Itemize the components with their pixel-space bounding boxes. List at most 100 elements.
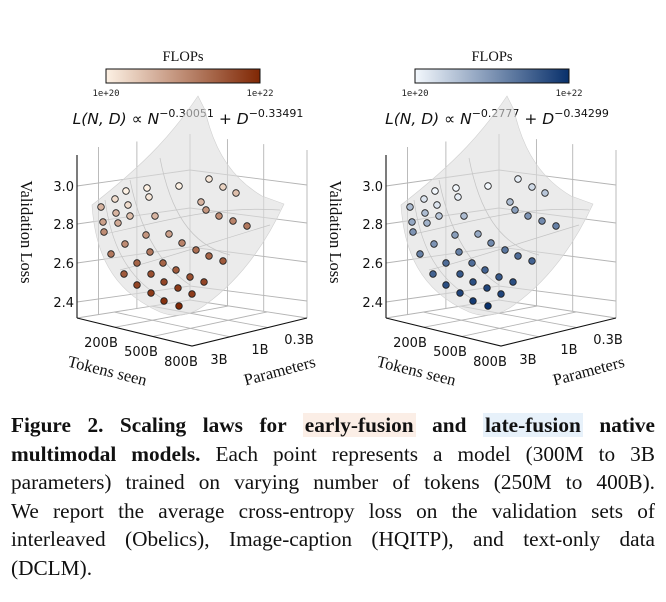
data-point xyxy=(538,217,546,225)
data-point xyxy=(423,219,431,227)
z-tick-label: 2.6 xyxy=(362,257,383,272)
caption-line-4: We report the average cross-entropy loss… xyxy=(11,498,655,523)
data-point xyxy=(514,252,522,260)
data-point xyxy=(178,239,186,247)
colorbar-max-label: 1e+22 xyxy=(555,89,582,99)
surface-gridline xyxy=(119,224,271,271)
caption-title: and xyxy=(415,413,483,437)
x-tick-label: 200B xyxy=(84,336,118,351)
data-point xyxy=(133,259,141,267)
data-point xyxy=(454,193,462,201)
y-tick-label: 3B xyxy=(210,353,227,368)
data-point xyxy=(484,302,492,310)
data-point xyxy=(142,231,150,239)
figure-caption: Figure 2. Scaling laws for early-fusion … xyxy=(11,411,655,583)
caption-title: multimodal models. xyxy=(11,441,201,466)
data-point xyxy=(159,259,167,267)
data-point xyxy=(442,259,450,267)
late-fusion-highlight: late-fusion xyxy=(483,413,583,437)
data-point xyxy=(501,246,509,254)
formula-mid: + D xyxy=(519,110,554,128)
data-point xyxy=(497,290,505,298)
data-point xyxy=(172,266,180,274)
z-tick-label: 2.8 xyxy=(53,218,74,233)
z-axis-label: Validation Loss xyxy=(17,180,36,283)
data-point xyxy=(160,278,168,286)
data-point xyxy=(429,270,437,278)
data-point xyxy=(126,212,134,220)
data-point xyxy=(219,183,227,191)
data-point xyxy=(524,212,532,220)
floor-gridline xyxy=(114,311,231,338)
data-point xyxy=(100,228,108,236)
z-tick-label: 2.8 xyxy=(362,218,383,233)
fitted-surface xyxy=(400,95,594,316)
data-point xyxy=(232,189,240,197)
colorbar-min-label: 1e+20 xyxy=(92,89,119,99)
data-point xyxy=(481,266,489,274)
data-point xyxy=(442,281,450,289)
data-point xyxy=(99,218,107,226)
colorbar xyxy=(414,68,570,84)
floor-gridline xyxy=(423,311,540,338)
data-point xyxy=(124,201,132,209)
data-point xyxy=(243,222,251,230)
x-tick-label: 500B xyxy=(433,345,467,360)
data-point xyxy=(200,278,208,286)
data-point xyxy=(456,270,464,278)
data-point xyxy=(409,228,417,236)
y-tick-label: 1B xyxy=(560,343,577,358)
caption-line-6: (DCLM). xyxy=(11,555,93,580)
y-tick-label: 1B xyxy=(251,343,268,358)
data-point xyxy=(229,217,237,225)
data-point xyxy=(460,212,468,220)
formula-exponent-d: −0.34299 xyxy=(554,107,609,120)
surface-gridline xyxy=(99,208,281,236)
data-point xyxy=(469,297,477,305)
data-point xyxy=(406,203,414,211)
surface-gridline xyxy=(129,179,191,286)
data-point xyxy=(506,198,514,206)
surface-gridline xyxy=(428,224,580,271)
data-point xyxy=(416,250,424,258)
z-tick-label: 2.4 xyxy=(362,296,383,311)
data-point xyxy=(431,187,439,195)
data-point xyxy=(452,184,460,192)
data-point xyxy=(165,230,173,238)
data-point xyxy=(97,203,105,211)
data-point xyxy=(495,273,503,281)
colorbar-max-label: 1e+22 xyxy=(246,89,273,99)
data-point xyxy=(474,230,482,238)
data-point xyxy=(197,198,205,206)
data-point xyxy=(192,246,200,254)
caption-line-1: Figure 2. Scaling laws for early-fusion … xyxy=(11,411,655,440)
data-point xyxy=(160,297,168,305)
floor-axes xyxy=(76,317,308,347)
data-point xyxy=(114,219,122,227)
data-point xyxy=(552,222,560,230)
floor-axes xyxy=(385,317,617,347)
floor-gridline xyxy=(461,311,577,337)
caption-text: Each point represents a model (300M to 3… xyxy=(200,441,655,466)
data-point xyxy=(528,257,536,265)
y-tick-label: 0.3B xyxy=(593,333,623,348)
data-point xyxy=(186,273,194,281)
data-point xyxy=(174,284,182,292)
data-point xyxy=(435,212,443,220)
z-axis-label: Validation Loss xyxy=(326,180,345,283)
y-tick-label: 3B xyxy=(519,353,536,368)
data-point xyxy=(147,289,155,297)
data-point xyxy=(145,193,153,201)
data-point xyxy=(421,209,429,217)
caption-line-2: multimodal models. Each point represents… xyxy=(11,440,655,469)
formula-exponent-d: −0.33491 xyxy=(249,107,304,120)
surface-gridline xyxy=(468,157,540,256)
formula-lhs: L(N, D) ∝ N xyxy=(385,110,472,128)
data-point xyxy=(111,195,119,203)
caption-title: native xyxy=(582,413,655,437)
data-point xyxy=(143,184,151,192)
x-tick-label: 800B xyxy=(473,355,507,370)
data-point xyxy=(151,212,159,220)
z-tick-label: 2.6 xyxy=(53,257,74,272)
